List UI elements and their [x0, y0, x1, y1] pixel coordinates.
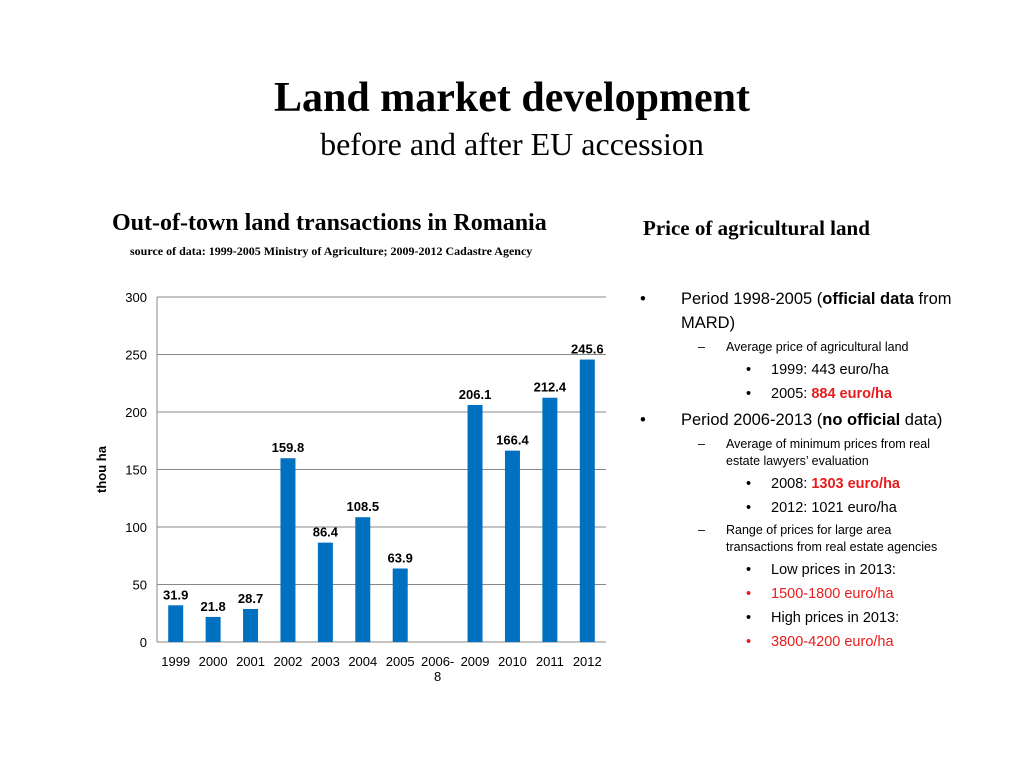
bullet-text: Low prices in 2013: — [771, 562, 896, 578]
y-tick-label: 0 — [140, 635, 147, 650]
bullet-level3: • 3800-4200 euro/ha — [640, 632, 960, 652]
y-axis-label: thou ha — [94, 445, 109, 493]
y-tick-label: 50 — [133, 578, 147, 593]
chart-source-note: source of data: 1999-2005 Ministry of Ag… — [130, 244, 533, 258]
bullet-text: Period 1998-2005 ( — [681, 290, 823, 308]
bar-2012 — [579, 359, 595, 642]
y-tick-label: 200 — [125, 405, 147, 420]
x-tick-label: 2005 — [386, 654, 415, 669]
y-tick-label: 300 — [125, 290, 147, 305]
data-label: 166.4 — [496, 433, 529, 448]
bullet-text: Average of minimum prices from real esta… — [726, 437, 931, 468]
bullet-text: no official — [822, 411, 901, 429]
bullet-marker: • — [640, 290, 646, 308]
bullet-marker: • — [746, 362, 752, 378]
y-tick-label: 250 — [125, 348, 147, 363]
bullet-marker: – — [698, 523, 705, 537]
bullet-marker: • — [746, 500, 752, 516]
x-tick-label: 2011 — [536, 654, 564, 669]
bullet-text: 2012: 1021 euro/ha — [771, 500, 897, 516]
bullet-level1: • Period 2006-2013 (no official data) — [640, 408, 960, 432]
bullet-marker: • — [746, 634, 752, 650]
bullet-level3: • High prices in 2013: — [640, 608, 960, 628]
bar-2000 — [205, 616, 221, 642]
slide-subtitle: before and after EU accession — [320, 126, 704, 162]
bullet-text: 2005: — [771, 386, 812, 402]
x-tick-label: 2000 — [199, 654, 228, 669]
data-label: 21.8 — [200, 599, 225, 614]
bullet-level2: – Average of minimum prices from real est… — [640, 436, 960, 470]
price-bullet-list: • Period 1998-2005 (official data from MA… — [640, 287, 960, 656]
bullet-text: 1303 euro/ha — [811, 476, 900, 492]
x-tick-label: 2004 — [348, 654, 377, 669]
x-tick-label: 2003 — [311, 654, 340, 669]
y-tick-label: 100 — [125, 520, 147, 535]
data-label: 28.7 — [238, 591, 263, 606]
bullet-marker: • — [746, 386, 752, 402]
bullet-text: 2008: — [771, 476, 812, 492]
bullet-level3: • 2012: 1021 euro/ha — [640, 498, 960, 518]
x-tick-label: 2012 — [573, 654, 602, 669]
bar-2001 — [243, 608, 259, 642]
bullet-marker: – — [698, 340, 705, 354]
bullet-marker: • — [640, 411, 646, 429]
data-label: 108.5 — [347, 499, 380, 514]
bullet-marker: – — [698, 437, 705, 451]
bar-2002 — [280, 458, 296, 642]
data-label: 63.9 — [388, 551, 413, 566]
data-label: 159.8 — [272, 440, 305, 455]
bullet-text: 884 euro/ha — [811, 386, 892, 402]
x-tick-label: 1999 — [161, 654, 190, 669]
bullet-marker: • — [746, 610, 752, 626]
bullet-level3: • Low prices in 2013: — [640, 560, 960, 580]
bullet-text: High prices in 2013: — [771, 610, 900, 626]
bullet-text: 3800-4200 euro/ha — [771, 634, 894, 650]
bullet-marker: • — [746, 562, 752, 578]
bar-1999 — [168, 605, 184, 642]
bar-2010 — [504, 450, 520, 642]
bar-chart: 0 50 100 150 200 250 300 thou ha 31.9 1999 21.8 200… — [94, 290, 606, 684]
x-tick-label-cont: 8 — [434, 669, 441, 684]
bullet-level3: • 2008: 1303 euro/ha — [640, 474, 960, 494]
bullet-text: official data — [822, 290, 914, 308]
bullet-text: 1500-1800 euro/ha — [771, 586, 894, 602]
x-tick-label: 2009 — [461, 654, 490, 669]
bullet-text: Average price of agricultural land — [726, 340, 909, 354]
bullet-level3: • 1999: 443 euro/ha — [640, 360, 960, 380]
data-label: 206.1 — [459, 387, 492, 402]
bullet-text: Period 2006-2013 ( — [681, 411, 823, 429]
bullet-text: data) — [900, 411, 943, 429]
chart-title: Out-of-town land transactions in Romania — [112, 210, 547, 236]
data-label: 212.4 — [534, 380, 567, 395]
price-heading: Price of agricultural land — [643, 216, 870, 240]
data-label: 245.6 — [571, 342, 604, 357]
slide-title: Land market development — [274, 75, 750, 121]
bar-2004 — [355, 517, 371, 642]
y-tick-label: 150 — [125, 463, 147, 478]
bar-2011 — [542, 397, 558, 642]
x-tick-label: 2002 — [273, 654, 302, 669]
bullet-level3: • 2005: 884 euro/ha — [640, 384, 960, 404]
x-tick-label: 2010 — [498, 654, 527, 669]
bullet-text: 1999: 443 euro/ha — [771, 362, 889, 378]
bullet-level3: • 1500-1800 euro/ha — [640, 584, 960, 604]
bullet-marker: • — [746, 586, 752, 602]
data-label: 86.4 — [313, 525, 339, 540]
bar-2003 — [317, 542, 333, 642]
bar-2009 — [467, 404, 483, 642]
x-tick-label: 2006- — [421, 654, 454, 669]
bullet-level2: – Average price of agricultural land — [640, 339, 960, 356]
data-label: 31.9 — [163, 587, 188, 602]
x-tick-label: 2001 — [236, 654, 265, 669]
bullet-level2: – Range of prices for large area transact… — [640, 522, 960, 556]
bullet-level1: • Period 1998-2005 (official data from MA… — [640, 287, 960, 335]
bullet-text: Range of prices for large area transacti… — [726, 523, 938, 554]
bullet-marker: • — [746, 476, 752, 492]
bar-2005 — [392, 568, 408, 642]
bullet-text: from MARD) — [681, 290, 952, 332]
